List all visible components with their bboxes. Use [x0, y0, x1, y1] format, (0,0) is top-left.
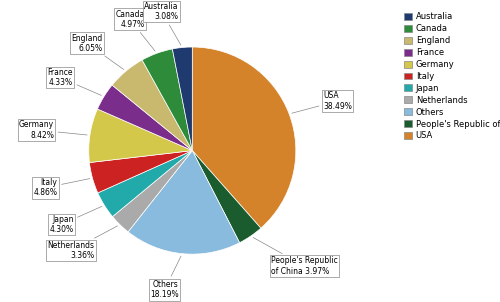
- Text: England
6.05%: England 6.05%: [72, 34, 124, 69]
- Text: France
4.33%: France 4.33%: [48, 68, 102, 95]
- Wedge shape: [112, 151, 192, 232]
- Text: Netherlands
3.36%: Netherlands 3.36%: [48, 226, 117, 260]
- Text: Germany
8.42%: Germany 8.42%: [19, 120, 87, 140]
- Wedge shape: [192, 47, 296, 228]
- Text: Japan
4.30%: Japan 4.30%: [50, 206, 102, 234]
- Legend: Australia, Canada, England, France, Germany, Italy, Japan, Netherlands, Others, : Australia, Canada, England, France, Germ…: [402, 10, 500, 143]
- Text: Italy
4.86%: Italy 4.86%: [34, 178, 90, 198]
- Wedge shape: [90, 151, 192, 193]
- Text: Australia
3.08%: Australia 3.08%: [144, 2, 181, 45]
- Wedge shape: [88, 109, 192, 162]
- Text: People's Republic
of China 3.97%: People's Republic of China 3.97%: [253, 237, 338, 276]
- Wedge shape: [128, 151, 240, 254]
- Wedge shape: [192, 151, 261, 243]
- Wedge shape: [142, 49, 192, 151]
- Wedge shape: [112, 60, 192, 151]
- Text: USA
38.49%: USA 38.49%: [292, 92, 352, 113]
- Text: Canada
4.97%: Canada 4.97%: [115, 10, 155, 51]
- Wedge shape: [98, 85, 192, 151]
- Wedge shape: [172, 47, 193, 151]
- Text: Others
18.19%: Others 18.19%: [150, 256, 181, 299]
- Wedge shape: [98, 151, 192, 217]
